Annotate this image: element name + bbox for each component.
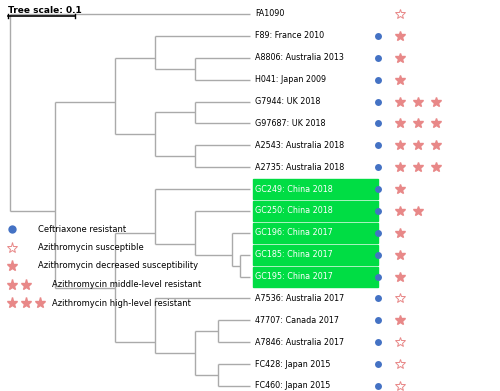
Text: G7944: UK 2018: G7944: UK 2018 — [255, 97, 320, 106]
Text: A8806: Australia 2013: A8806: Australia 2013 — [255, 53, 344, 62]
Bar — [253, 223, 378, 243]
Text: Azithromycin decreased susceptibility: Azithromycin decreased susceptibility — [38, 262, 198, 271]
Text: Azithromycin high-level resistant: Azithromycin high-level resistant — [52, 298, 191, 307]
Text: 47707: Canada 2017: 47707: Canada 2017 — [255, 316, 339, 325]
Text: H041: Japan 2009: H041: Japan 2009 — [255, 75, 326, 84]
Text: Tree scale: 0.1: Tree scale: 0.1 — [8, 6, 82, 15]
Text: Ceftriaxone resistant: Ceftriaxone resistant — [38, 224, 126, 233]
Text: F89: France 2010: F89: France 2010 — [255, 31, 324, 40]
Text: A7846: Australia 2017: A7846: Australia 2017 — [255, 338, 344, 347]
Text: FA1090: FA1090 — [255, 9, 284, 18]
Text: Azithromycin middle-level resistant: Azithromycin middle-level resistant — [52, 280, 201, 289]
Text: FC460: Japan 2015: FC460: Japan 2015 — [255, 382, 330, 391]
Text: GC196: China 2017: GC196: China 2017 — [255, 228, 333, 237]
Text: GC185: China 2017: GC185: China 2017 — [255, 250, 333, 259]
Text: GC195: China 2017: GC195: China 2017 — [255, 272, 333, 281]
Text: A2735: Australia 2018: A2735: Australia 2018 — [255, 163, 344, 172]
Bar — [253, 267, 378, 287]
Text: Azithromycin susceptible: Azithromycin susceptible — [38, 243, 144, 252]
Bar — [253, 201, 378, 221]
Text: G97687: UK 2018: G97687: UK 2018 — [255, 119, 326, 128]
Text: FC428: Japan 2015: FC428: Japan 2015 — [255, 360, 330, 369]
Text: GC250: China 2018: GC250: China 2018 — [255, 206, 333, 215]
Bar — [253, 245, 378, 265]
Text: GC249: China 2018: GC249: China 2018 — [255, 185, 333, 194]
Text: A7536: Australia 2017: A7536: Australia 2017 — [255, 294, 344, 303]
Bar — [253, 179, 378, 199]
Text: A2543: Australia 2018: A2543: Australia 2018 — [255, 141, 344, 150]
